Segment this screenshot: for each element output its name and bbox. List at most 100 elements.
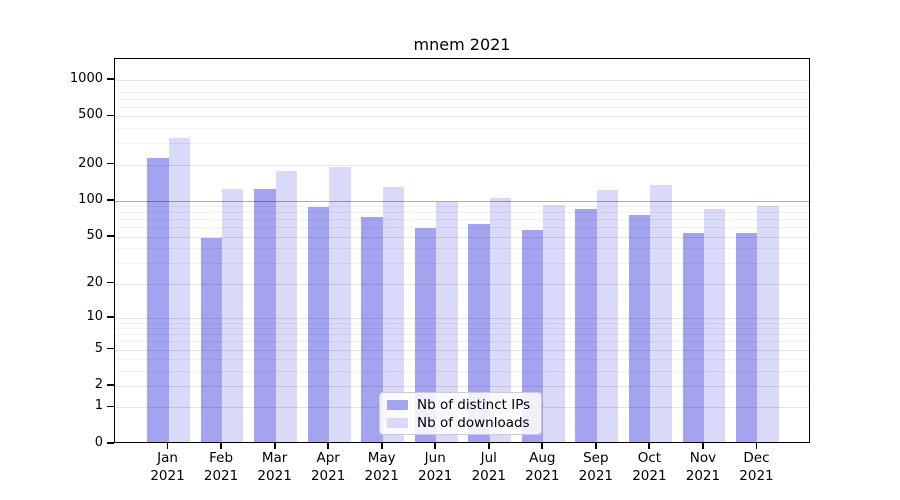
y-tick-label: 10 — [86, 308, 103, 324]
minor-gridline — [115, 212, 809, 214]
x-tick-mark — [434, 443, 437, 449]
bar-ips-apr — [307, 207, 330, 442]
y-tick-label: 20 — [86, 274, 103, 290]
legend-item: Nb of downloads — [387, 414, 534, 431]
bars-layer — [115, 59, 809, 442]
bar-downloads-dec — [757, 206, 779, 442]
bar-downloads-may — [382, 187, 405, 442]
x-tick-label: May 2021 — [364, 450, 399, 484]
emphasized-gridline — [115, 200, 809, 203]
x-tick-label: Feb 2021 — [203, 450, 239, 484]
y-tick-label: 2 — [94, 377, 103, 393]
bar-ips-feb — [200, 238, 223, 442]
bar-downloads-jul — [489, 198, 512, 442]
major-gridline — [115, 236, 809, 238]
bar-ips-may — [361, 217, 383, 442]
x-tick-mark — [755, 443, 758, 449]
x-tick-mark — [648, 443, 651, 449]
major-gridline — [115, 317, 809, 319]
x-tick-mark — [541, 443, 544, 449]
y-tick-mark — [107, 162, 114, 165]
x-tick-label: Jul 2021 — [471, 450, 506, 484]
major-gridline — [115, 349, 809, 351]
bar-ips-jul — [468, 223, 490, 442]
legend-swatch-distinct-ips — [387, 399, 408, 410]
bar-ips-sep — [575, 208, 597, 442]
y-tick-mark — [107, 78, 114, 80]
y-tick-mark — [107, 442, 114, 444]
x-tick-mark — [166, 443, 169, 449]
y-tick-mark — [107, 384, 114, 386]
major-gridline — [115, 283, 809, 285]
bar-ips-aug — [521, 229, 544, 442]
plot-area — [114, 58, 810, 443]
legend: Nb of distinct IPs Nb of downloads — [379, 392, 542, 435]
minor-gridline — [115, 98, 809, 100]
x-tick-label: Sep 2021 — [578, 450, 614, 484]
y-tick-label: 1000 — [69, 71, 103, 86]
x-tick-mark — [220, 443, 222, 449]
major-gridline — [115, 80, 809, 81]
bar-ips-nov — [682, 232, 704, 442]
bar-downloads-jan — [168, 137, 190, 442]
x-tick-mark — [380, 443, 383, 449]
y-tick-label: 1 — [94, 398, 103, 414]
minor-gridline — [115, 263, 809, 265]
major-gridline — [115, 116, 809, 118]
minor-gridline — [115, 341, 809, 343]
x-tick-label: Dec 2021 — [739, 450, 774, 484]
bar-downloads-oct — [650, 185, 672, 442]
y-tick-label: 200 — [78, 155, 103, 171]
minor-gridline — [115, 322, 809, 324]
x-tick-mark — [487, 443, 490, 449]
bar-ips-oct — [628, 215, 651, 442]
bar-downloads-feb — [222, 189, 244, 442]
bar-downloads-mar — [275, 171, 298, 442]
x-tick-mark — [594, 443, 597, 449]
y-tick-mark — [107, 281, 114, 284]
minor-gridline — [115, 85, 809, 87]
bar-downloads-nov — [703, 208, 726, 442]
minor-gridline — [115, 91, 809, 93]
y-tick-label: 500 — [78, 107, 103, 123]
x-tick-mark — [327, 443, 330, 449]
y-tick-label: 100 — [78, 191, 103, 207]
y-tick-mark — [107, 347, 114, 350]
minor-gridline — [115, 206, 809, 208]
bar-downloads-aug — [543, 204, 565, 442]
bar-ips-jun — [414, 228, 437, 442]
bar-downloads-sep — [596, 190, 619, 442]
bar-ips-dec — [736, 232, 758, 442]
bar-downloads-apr — [329, 167, 351, 442]
x-tick-label: Nov 2021 — [685, 450, 721, 484]
minor-gridline — [115, 328, 809, 330]
x-tick-label: Aug 2021 — [525, 450, 560, 484]
y-tick-label: 0 — [94, 435, 103, 450]
minor-gridline — [115, 219, 809, 221]
legend-swatch-downloads — [387, 417, 408, 428]
bar-ips-mar — [254, 189, 276, 442]
x-tick-label: Jun 2021 — [418, 450, 453, 484]
y-tick-mark — [107, 234, 114, 237]
legend-label: Nb of downloads — [417, 414, 530, 431]
y-tick-mark — [107, 315, 114, 318]
minor-gridline — [115, 248, 809, 250]
chart-title: mnem 2021 — [413, 35, 511, 54]
minor-gridline — [115, 359, 809, 361]
x-tick-label: Jan 2021 — [150, 450, 185, 484]
gridlines-layer — [115, 59, 809, 442]
minor-gridline — [115, 334, 809, 336]
y-tick-label: 50 — [86, 227, 103, 243]
x-tick-label: Apr 2021 — [310, 450, 346, 484]
x-tick-label: Mar 2021 — [257, 450, 292, 484]
major-gridline — [115, 386, 809, 388]
minor-gridline — [115, 106, 809, 108]
minor-gridline — [115, 227, 809, 229]
bar-downloads-jun — [436, 201, 458, 442]
y-tick-mark — [107, 405, 114, 408]
x-tick-mark — [702, 443, 704, 449]
minor-gridline — [115, 143, 809, 145]
x-tick-mark — [273, 443, 276, 449]
minor-gridline — [115, 128, 809, 130]
minor-gridline — [115, 370, 809, 372]
